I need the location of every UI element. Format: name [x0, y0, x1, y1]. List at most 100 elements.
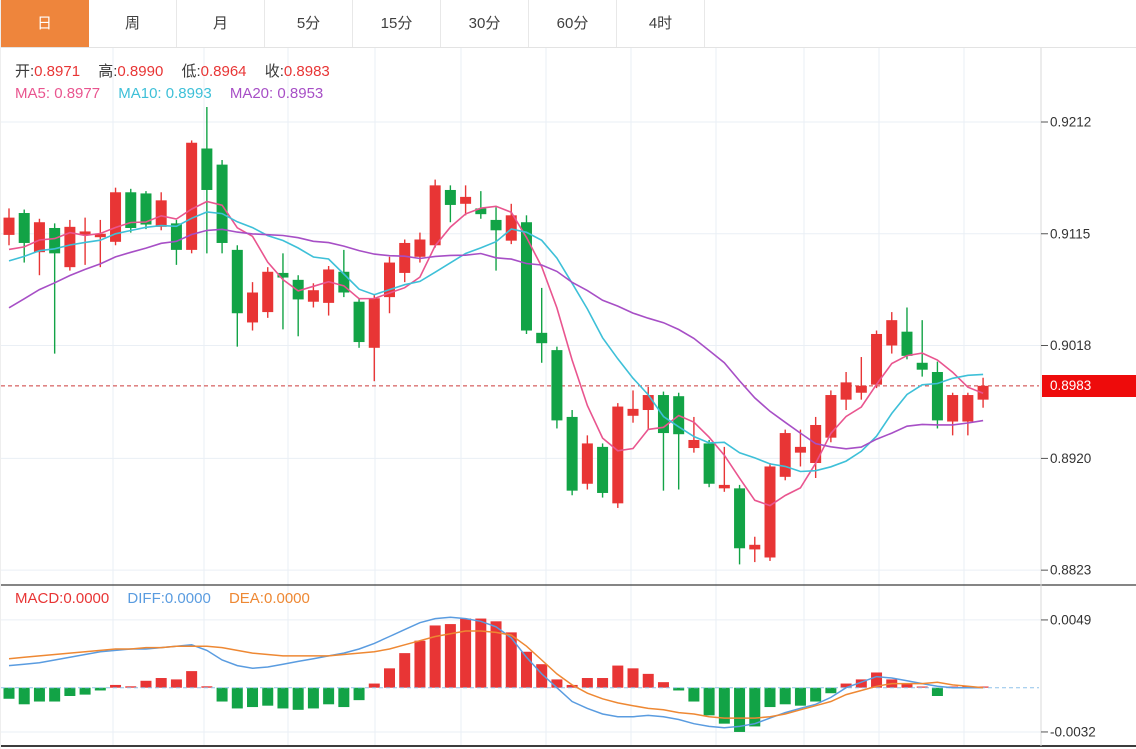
macd-bar [779, 687, 791, 705]
dea-line [8, 630, 984, 719]
candle-body [186, 142, 198, 250]
candle-body [94, 233, 106, 238]
macd-bar [718, 687, 730, 724]
candle-body [414, 239, 426, 257]
macd-bar [3, 687, 15, 699]
ma5-label: MA5: [15, 85, 51, 102]
ma5-line [8, 200, 984, 507]
diff-label: DIFF: [127, 590, 165, 607]
candle-body [688, 439, 700, 449]
y-axis-label: 0.9115 [1050, 226, 1090, 241]
macd-bar [292, 687, 304, 710]
candle-body [125, 192, 137, 228]
macd-bar [49, 687, 61, 702]
tab-15min[interactable]: 15分 [353, 0, 441, 47]
ma10-line [8, 211, 984, 473]
candle-body [627, 408, 639, 416]
open-label: 开: [15, 63, 35, 80]
y-axis-label: 0.8823 [1050, 563, 1091, 578]
ma10-label: MA10: [118, 85, 162, 102]
tab-4hour[interactable]: 4时 [617, 0, 705, 47]
tab-30min[interactable]: 30分 [441, 0, 529, 47]
macd-bar [475, 618, 487, 688]
macd-bar [277, 687, 289, 709]
ma10-value: 0.8993 [165, 85, 212, 102]
candle-body [384, 262, 395, 298]
candle-body [505, 215, 517, 241]
macd-legend: MACD:0.0000 DIFF:0.0000 DEA:0.0000 [15, 590, 310, 607]
diff-value: 0.0000 [164, 590, 211, 607]
candle-body [490, 219, 502, 231]
candle-body [871, 333, 883, 385]
candle-body [536, 332, 548, 344]
macd-bar [444, 624, 456, 688]
tab-day[interactable]: 日 [1, 0, 89, 47]
candle-body [231, 249, 243, 314]
candle-body [18, 213, 30, 243]
macd-bar [916, 686, 928, 688]
macd-bar [855, 679, 867, 688]
macd-bar [566, 684, 578, 688]
candle-body [262, 271, 274, 313]
tab-5min[interactable]: 5分 [265, 0, 353, 47]
macd-bar [460, 618, 472, 688]
macd-bar [536, 664, 548, 688]
candle-body [825, 395, 837, 438]
macd-bar [33, 687, 45, 702]
y-axis-label: -0.0032 [1050, 724, 1096, 739]
macd-bar [840, 683, 852, 688]
candle-body [216, 164, 228, 243]
macd-bar [216, 687, 228, 702]
macd-bar [323, 687, 335, 705]
macd-bar [110, 684, 122, 688]
macd-bar [657, 682, 669, 688]
tab-week[interactable]: 周 [89, 0, 177, 47]
macd-bar [231, 687, 243, 709]
ma20-line [8, 228, 984, 450]
ma20-value: 0.8953 [277, 85, 324, 102]
high-value: 0.8990 [117, 63, 164, 80]
candle-body [855, 385, 867, 393]
macd-bar [307, 687, 319, 709]
candle-body [901, 331, 913, 356]
macd-value: 0.0000 [63, 590, 110, 607]
high-label: 高: [98, 63, 118, 80]
macd-bar [520, 651, 532, 688]
candle-body [79, 231, 91, 235]
candle-body [64, 226, 76, 268]
candle-body [33, 222, 45, 253]
macd-bar [186, 671, 198, 688]
macd-bar [627, 668, 639, 688]
macd-bar [749, 687, 761, 727]
tab-60min[interactable]: 60分 [529, 0, 617, 47]
candle-body [718, 484, 730, 489]
ma5-value: 0.8977 [54, 85, 101, 102]
candle-body [292, 279, 304, 300]
candle-body [460, 196, 472, 204]
candle-body [323, 269, 335, 303]
macd-bar [688, 687, 700, 702]
y-axis-label: 0.9212 [1050, 115, 1091, 130]
macd-bar [642, 673, 654, 688]
tab-month[interactable]: 月 [177, 0, 265, 47]
macd-bar [673, 687, 685, 691]
candle-body [353, 301, 365, 343]
macd-bar [201, 686, 213, 688]
candle-body [734, 488, 746, 549]
macd-bar [429, 625, 441, 688]
candle-body [475, 208, 487, 215]
candle-body [657, 395, 669, 434]
candle-body [581, 443, 593, 484]
close-label: 收: [264, 63, 284, 80]
macd-bar [597, 678, 609, 688]
candle-body [170, 223, 182, 250]
macd-bar [901, 683, 913, 688]
macd-bar [94, 687, 106, 691]
candle-body [368, 298, 380, 348]
macd-bar [155, 678, 167, 688]
macd-bar [581, 678, 593, 688]
candle-body [962, 395, 974, 422]
macd-bar [353, 687, 365, 701]
